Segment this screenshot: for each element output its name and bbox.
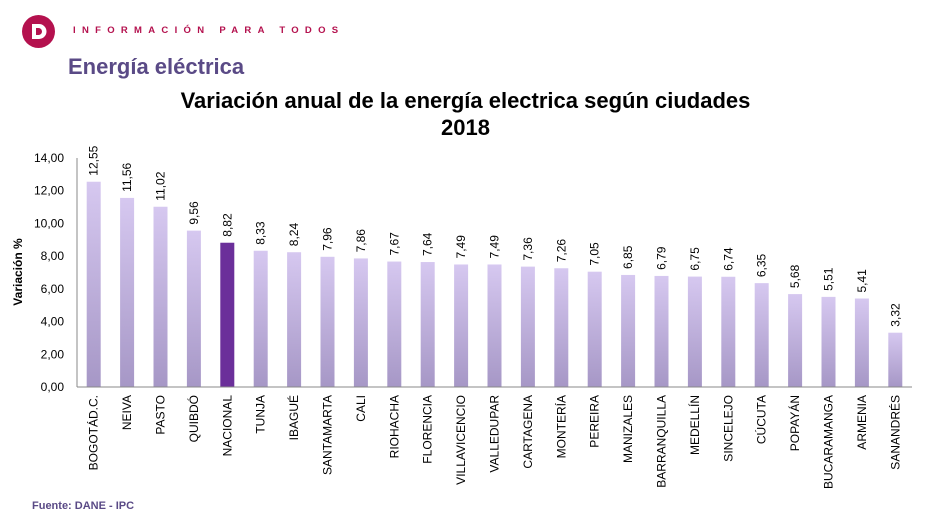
x-tick-label: IBAGUÉ (286, 395, 301, 440)
data-label: 6,35 (755, 253, 769, 277)
data-label: 6,75 (688, 247, 702, 271)
bar-20 (754, 283, 769, 387)
source-note: Fuente: DANE - IPC (32, 500, 135, 512)
data-label: 6,79 (655, 246, 669, 270)
bar-8 (353, 258, 368, 387)
data-label: 6,85 (621, 245, 635, 269)
bar-14 (554, 268, 569, 387)
bar-0 (86, 181, 101, 387)
data-label: 5,68 (788, 264, 802, 288)
data-label: 7,64 (421, 232, 435, 256)
x-tick-label: ARMENIA (855, 395, 869, 450)
x-tick-label: SANTAMARTA (321, 395, 335, 475)
bar-3 (186, 230, 201, 387)
bar-7 (320, 256, 335, 387)
bar-9 (387, 261, 402, 387)
y-tick-label: 0,00 (41, 380, 65, 394)
data-label: 3,32 (888, 303, 902, 327)
bar-13 (520, 266, 535, 387)
bar-21 (788, 294, 803, 387)
x-tick-label: CÚCUTA (754, 395, 769, 444)
bar-11 (454, 264, 469, 387)
data-label: 5,41 (855, 269, 869, 293)
x-tick-label: PEREIRA (588, 395, 602, 448)
y-tick-label: 2,00 (41, 347, 65, 361)
y-tick-label: 14,00 (34, 151, 64, 165)
bar-2 (153, 206, 168, 387)
x-tick-label: SANANDRÉS (887, 395, 902, 470)
bar-4 (220, 242, 235, 387)
bar-10 (420, 262, 435, 387)
y-tick-label: 4,00 (41, 315, 65, 329)
bar-1 (120, 197, 135, 387)
x-tick-label: BARRANQUILLA (655, 395, 669, 488)
x-tick-label: NACIONAL (220, 395, 234, 457)
x-tick-label: SINCELEJO (721, 395, 735, 462)
x-tick-label: POPAYÁN (787, 395, 802, 451)
x-tick-label: TUNJA (254, 395, 268, 434)
bar-23 (854, 298, 869, 387)
x-tick-label: VALLEDUPAR (488, 395, 502, 473)
data-label: 7,26 (554, 239, 568, 263)
bar-22 (821, 296, 836, 387)
bar-16 (621, 274, 636, 387)
x-tick-label: FLORENCIA (421, 395, 435, 464)
y-tick-label: 12,00 (34, 184, 64, 198)
bar-18 (687, 276, 702, 387)
bar-6 (287, 252, 302, 387)
bar-15 (587, 271, 602, 387)
bar-12 (487, 264, 502, 387)
data-label: 7,49 (454, 235, 468, 259)
data-label: 7,86 (354, 229, 368, 253)
x-tick-label: RIOHACHA (387, 395, 401, 458)
x-tick-label: MONTERÍA (553, 395, 568, 458)
x-tick-label: QUIBDÓ (186, 395, 201, 442)
data-label: 8,33 (254, 221, 268, 245)
x-tick-label: VILLAVICENCIO (454, 395, 468, 485)
x-tick-label: PASTO (154, 395, 168, 435)
bar-17 (654, 275, 669, 387)
x-tick-label: CALI (354, 395, 368, 422)
data-label: 8,82 (220, 213, 234, 237)
data-label: 5,51 (822, 267, 836, 291)
data-label: 6,74 (721, 247, 735, 271)
y-axis-label: Variación % (11, 238, 25, 306)
data-label: 12,55 (87, 145, 101, 175)
x-tick-label: NEIVA (120, 395, 134, 430)
data-label: 7,96 (321, 227, 335, 251)
y-tick-label: 8,00 (41, 249, 65, 263)
data-label: 7,05 (588, 242, 602, 266)
x-tick-label: BOGOTÁD.C. (86, 395, 101, 470)
data-label: 7,67 (387, 232, 401, 256)
data-label: 11,56 (120, 162, 134, 191)
x-tick-label: BUCARAMANGA (822, 395, 836, 489)
y-tick-label: 10,00 (34, 216, 64, 230)
data-label: 7,49 (488, 235, 502, 259)
dane-logo-icon (22, 15, 55, 48)
bar-5 (253, 250, 268, 387)
x-tick-label: MEDELLÍN (687, 395, 702, 455)
x-tick-label: CARTAGENA (521, 395, 535, 469)
data-label: 11,02 (154, 171, 168, 200)
bar-24 (888, 332, 903, 387)
bar-19 (721, 276, 736, 387)
chart-subtitle: 2018 (441, 115, 490, 140)
y-tick-label: 6,00 (41, 282, 65, 296)
data-label: 8,24 (287, 223, 301, 247)
chart-title: Variación anual de la energía electrica … (180, 88, 751, 113)
section-title: Energía eléctrica (68, 54, 245, 79)
data-label: 7,36 (521, 237, 535, 261)
tagline: INFORMACIÓN PARA TODOS (73, 25, 345, 36)
data-label: 9,56 (187, 201, 201, 225)
x-tick-label: MANIZALES (621, 395, 635, 463)
